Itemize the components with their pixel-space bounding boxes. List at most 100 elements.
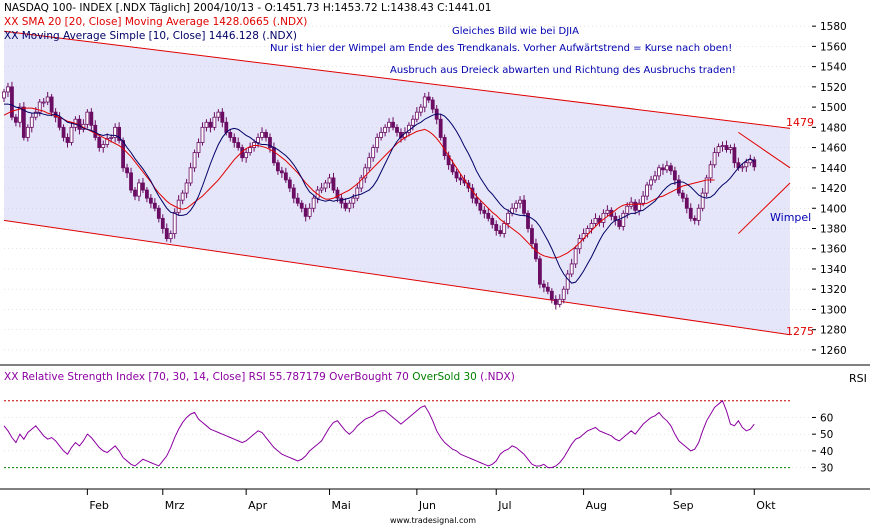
price-tick-label: 1360 <box>820 244 847 256</box>
candle-up <box>649 179 653 186</box>
price-tick-label: 1280 <box>820 325 847 337</box>
candle-down <box>343 202 348 209</box>
candle-up <box>196 142 201 154</box>
candle-up <box>347 202 352 209</box>
candle-up <box>359 177 364 189</box>
candle-down <box>283 172 288 181</box>
candle-up <box>383 126 387 133</box>
candle-down <box>117 126 122 141</box>
annotation-1: Gleiches Bild wie bei DJIA <box>452 26 579 37</box>
pennant-lower-line <box>738 182 791 234</box>
candle-down <box>530 228 534 245</box>
price-axis: 1260 1280 1300 1320 1340 1360 1380 1400 1420 1440… <box>812 21 847 357</box>
candle-up <box>728 147 733 150</box>
candle-down <box>541 283 546 288</box>
candle-up <box>621 212 626 227</box>
time-tick-label: Jun <box>418 499 436 512</box>
candle-down <box>522 199 526 214</box>
channel-upper-line <box>3 30 791 129</box>
candle-up <box>418 106 423 113</box>
candle-up <box>6 86 10 93</box>
candle-up <box>744 162 749 168</box>
candle-down <box>299 202 304 209</box>
candle-down <box>669 165 673 172</box>
candle-up <box>410 118 415 126</box>
rsi-title-part-3: (.NDX) <box>477 371 515 383</box>
candle-down <box>450 164 455 173</box>
rsi-axis-label: RSI <box>849 372 867 385</box>
candle-down <box>295 197 300 204</box>
candle-up <box>367 157 372 169</box>
candle-up <box>311 197 316 209</box>
rsi-line <box>3 399 755 469</box>
candle-down <box>454 171 459 179</box>
candle-up <box>109 137 114 139</box>
candle-up <box>665 165 669 171</box>
candle-up <box>252 142 256 148</box>
candle-up <box>414 111 419 120</box>
price-tick-label: 1500 <box>820 102 847 114</box>
candle-up <box>518 199 522 204</box>
candle-up <box>708 164 713 179</box>
candle-up <box>569 263 574 275</box>
candle-down <box>220 111 225 123</box>
candle-down <box>264 131 268 138</box>
candle-down <box>458 177 463 181</box>
candle-down <box>545 286 550 292</box>
candle-down <box>303 207 308 217</box>
rsi-title-oversold: OverSold 30 <box>412 371 477 383</box>
sma20-line <box>3 107 715 259</box>
candle-up <box>593 217 598 224</box>
candle-up <box>192 152 197 169</box>
rsi-tick-label: 40 <box>820 446 833 458</box>
candle-up <box>375 137 380 148</box>
price-tick-label: 1260 <box>820 345 847 357</box>
candle-down <box>10 86 14 118</box>
sma10-line <box>4 103 755 284</box>
candle-down <box>498 230 503 234</box>
candle-up <box>176 199 181 213</box>
price-tick-label: 1480 <box>820 122 847 134</box>
candle-up <box>506 212 511 224</box>
candle-up <box>204 121 209 128</box>
candle-up <box>748 159 753 164</box>
annotation-3: Ausbruch aus Dreieck abwarten und Richtu… <box>390 65 736 76</box>
candle-down <box>549 290 554 300</box>
price-tick-label: 1300 <box>820 304 847 316</box>
candle-up <box>502 223 507 234</box>
candle-up <box>605 209 610 214</box>
candle-up <box>645 184 649 197</box>
candle-up <box>327 177 332 184</box>
time-tick-label: Mai <box>332 499 351 512</box>
candle-down <box>494 224 499 231</box>
candle-down <box>474 197 479 204</box>
candle-up <box>387 121 391 128</box>
candle-down <box>272 147 276 164</box>
candle-up <box>69 126 74 143</box>
candle-up <box>17 106 22 123</box>
candle-up <box>637 202 642 211</box>
candle-down <box>228 131 233 138</box>
candle-down <box>129 172 133 191</box>
candle-down <box>339 197 344 204</box>
time-tick-label: Feb <box>89 499 108 512</box>
candle-down <box>276 162 280 172</box>
candle-up <box>625 205 630 214</box>
candle-up <box>355 187 360 199</box>
candle-up <box>601 212 606 223</box>
candle-up <box>363 167 368 179</box>
candle-down <box>680 192 685 199</box>
sma20-legend: XX SMA 20 [20, Close] Moving Average 142… <box>4 16 307 28</box>
candle-up <box>105 138 110 145</box>
candle-down <box>268 137 272 148</box>
candle-down <box>89 111 94 126</box>
candle-up <box>653 175 657 181</box>
candle-down <box>617 220 622 227</box>
candle-down <box>287 179 292 189</box>
candle-up <box>45 96 50 103</box>
channel-lower-label: 1275 <box>786 325 814 338</box>
candle-down <box>148 197 153 204</box>
candle-down <box>152 202 157 209</box>
rsi-panel: XX Relative Strength Index [70, 30, 14, … <box>3 371 867 475</box>
